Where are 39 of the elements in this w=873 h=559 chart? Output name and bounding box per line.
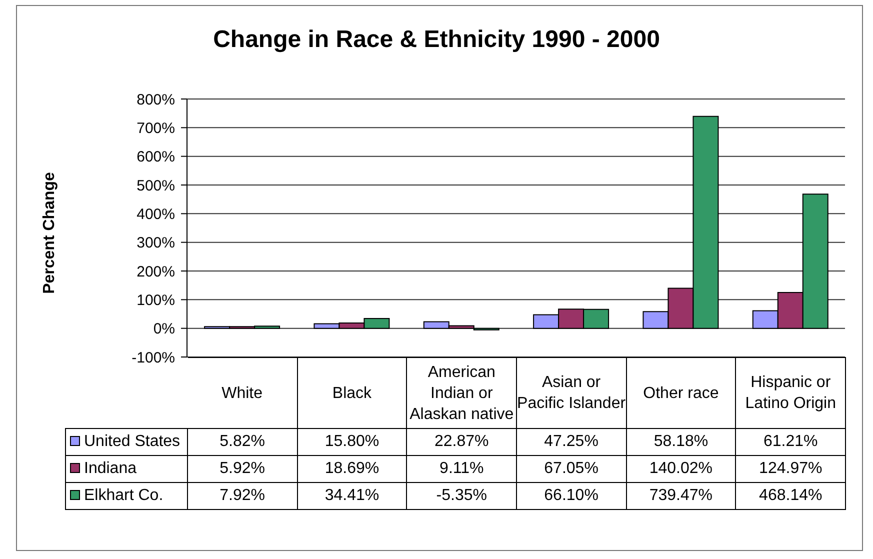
- data-label: 61.21%: [736, 428, 846, 456]
- x-tick-label: White: [188, 358, 298, 428]
- data-label: -5.35%: [406, 482, 516, 510]
- data-label: 5.92%: [188, 456, 298, 482]
- x-tick-label: Black: [297, 358, 407, 428]
- legend-label: Elkhart Co.: [84, 487, 164, 504]
- data-label: 5.82%: [188, 428, 298, 456]
- y-tick-label: 400%: [136, 206, 175, 223]
- chart-title: Change in Race & Ethnicity 1990 - 2000: [212, 26, 661, 54]
- x-tick-label: American Indian or Alaskan native: [406, 358, 516, 428]
- x-tick-label: Asian or Pacific Islander: [516, 358, 626, 428]
- data-label: 67.05%: [516, 456, 626, 482]
- y-tick-label: 800%: [136, 91, 175, 108]
- data-label: 18.69%: [297, 456, 407, 482]
- y-tick-label: 200%: [136, 263, 175, 280]
- data-label: 9.11%: [406, 456, 516, 482]
- data-label: 15.80%: [297, 428, 407, 456]
- y-tick-label: 700%: [136, 120, 175, 137]
- y-tick-label: 0%: [153, 320, 175, 338]
- data-label: 7.92%: [188, 482, 298, 510]
- legend-label: United States: [84, 433, 180, 450]
- data-label: 739.47%: [626, 482, 736, 510]
- y-tick-label: 100%: [136, 292, 175, 309]
- x-tick-label: Other race: [626, 358, 736, 428]
- y-tick-label: 600%: [136, 148, 175, 166]
- data-label: 58.18%: [626, 428, 736, 456]
- data-label: 140.02%: [626, 456, 736, 482]
- legend-label: Indiana: [84, 460, 136, 477]
- data-label: 47.25%: [516, 428, 626, 456]
- y-tick-label: -100%: [132, 349, 175, 366]
- data-label: 66.10%: [516, 482, 626, 510]
- data-label: 22.87%: [406, 428, 516, 456]
- y-tick-label: 300%: [136, 234, 175, 252]
- data-label: 124.97%: [736, 456, 846, 482]
- y-tick-label: 500%: [136, 177, 175, 194]
- x-tick-label: Hispanic or Latino Origin: [736, 358, 846, 428]
- data-label: 34.41%: [297, 482, 407, 510]
- data-label: 468.14%: [736, 482, 846, 510]
- y-axis-title: Percent Change: [41, 172, 59, 294]
